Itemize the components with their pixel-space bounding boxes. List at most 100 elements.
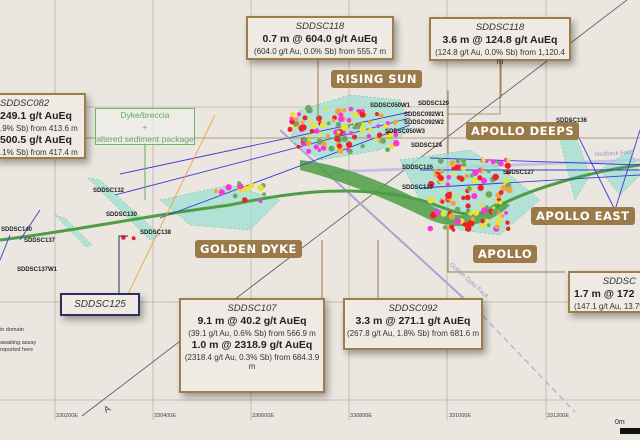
assay-point bbox=[496, 160, 500, 165]
intercept: 0.7 m @ 604.0 g/t AuEq bbox=[262, 33, 378, 45]
intercept: 3.6 m @ 124.8 g/t AuEq bbox=[442, 34, 558, 46]
assay-point bbox=[492, 173, 499, 181]
assay-point bbox=[225, 184, 232, 191]
assay-point bbox=[449, 224, 455, 230]
assay-point bbox=[505, 186, 513, 194]
assay-point bbox=[383, 123, 388, 129]
assay-point bbox=[479, 223, 484, 228]
assay-point bbox=[455, 159, 461, 164]
assay-point bbox=[455, 218, 461, 225]
assay-point bbox=[385, 147, 390, 153]
assay-point bbox=[469, 173, 474, 178]
assay-point bbox=[346, 117, 352, 123]
assay-point bbox=[465, 203, 471, 209]
hole-id: SDDSC082 bbox=[0, 98, 50, 109]
assay-point bbox=[448, 213, 455, 220]
intercept: 249.1 g/t AuEq bbox=[0, 110, 72, 122]
assay-point bbox=[460, 158, 467, 164]
assay-point bbox=[360, 144, 365, 149]
hole-id: SDDSC bbox=[602, 276, 636, 287]
assay-point bbox=[289, 116, 294, 121]
hole-id: SDDSC092 bbox=[388, 303, 438, 314]
callout-sddsc118-a: SDDSC118 0.7 m @ 604.0 g/t AuEq (604.0 g… bbox=[246, 16, 394, 60]
leader-line-sddsc125 bbox=[118, 235, 128, 293]
assay-point bbox=[485, 191, 493, 198]
assay-point bbox=[440, 210, 447, 217]
assay-point bbox=[477, 184, 484, 191]
note-line: + bbox=[142, 122, 148, 132]
drill-trace bbox=[614, 129, 640, 211]
intercept-detail: (147.1 g/t Au, 13.7% bbox=[574, 302, 640, 311]
assay-point bbox=[320, 145, 327, 151]
assay-points bbox=[121, 104, 513, 241]
assay-point bbox=[334, 135, 341, 142]
assay-point bbox=[470, 216, 476, 222]
assay-point bbox=[439, 169, 445, 174]
assay-point bbox=[338, 116, 345, 123]
assay-point bbox=[438, 175, 444, 181]
assay-point bbox=[465, 208, 471, 213]
hole-label: SDDSC137 bbox=[24, 238, 56, 244]
assay-point bbox=[342, 124, 349, 131]
assay-point bbox=[232, 193, 238, 199]
assay-point bbox=[318, 131, 323, 136]
assay-point bbox=[308, 119, 313, 124]
assay-point bbox=[500, 214, 505, 218]
legend-text: reported here bbox=[0, 347, 34, 353]
assay-point bbox=[505, 226, 511, 232]
assay-point bbox=[498, 190, 504, 195]
assay-point bbox=[359, 111, 366, 118]
assay-point bbox=[459, 176, 465, 182]
golden-dyke bbox=[0, 163, 640, 242]
assay-point bbox=[349, 130, 354, 135]
assay-point bbox=[427, 225, 434, 232]
callout-sddsc125: SDDSC125 bbox=[60, 293, 140, 316]
hole-label: SDDSC137W1 bbox=[17, 267, 58, 273]
rising-sun-outline bbox=[448, 60, 501, 115]
legend-text: awaiting assay bbox=[0, 340, 37, 346]
assay-point bbox=[449, 160, 456, 167]
drill-trace bbox=[419, 174, 640, 189]
hole-label: SDDSC050W3 bbox=[385, 129, 426, 135]
assay-point bbox=[316, 138, 323, 145]
hole-id: SDDSC118 bbox=[295, 21, 345, 32]
assay-point bbox=[237, 181, 242, 186]
assay-point bbox=[366, 133, 372, 139]
assay-point bbox=[368, 127, 373, 132]
assay-point bbox=[450, 200, 456, 207]
assay-point bbox=[341, 135, 348, 142]
assay-point bbox=[465, 214, 471, 221]
assay-point bbox=[243, 185, 250, 192]
assay-point bbox=[454, 164, 461, 171]
assay-point bbox=[326, 121, 331, 126]
assay-point bbox=[461, 195, 466, 201]
assay-point bbox=[464, 173, 469, 179]
callout-sddsc082: SDDSC082 249.1 g/t AuEq .9% Sb) from 413… bbox=[0, 93, 86, 159]
assay-point bbox=[257, 184, 264, 192]
assay-point bbox=[310, 122, 317, 129]
assay-point bbox=[494, 219, 502, 226]
assay-point bbox=[346, 147, 351, 152]
assay-point bbox=[355, 124, 361, 130]
scale-label: 0m bbox=[615, 419, 625, 426]
assay-point bbox=[300, 120, 305, 125]
assay-point bbox=[481, 207, 488, 214]
assay-point bbox=[380, 138, 387, 144]
legend-text: in domain bbox=[0, 327, 24, 333]
assay-point bbox=[505, 170, 510, 175]
assay-point bbox=[504, 162, 511, 169]
assay-point bbox=[337, 147, 344, 154]
intercept-detail: (604.0 g/t Au, 0.0% Sb) from 555.7 m bbox=[253, 47, 387, 56]
intercept: 500.5 g/t AuEq bbox=[0, 134, 72, 146]
assay-point bbox=[345, 141, 353, 148]
assay-point bbox=[213, 189, 219, 194]
assay-point bbox=[296, 112, 302, 117]
assay-point bbox=[352, 111, 359, 118]
hole-label: SDDSC050W1 bbox=[370, 103, 411, 109]
assay-point bbox=[326, 133, 330, 138]
drill-trace bbox=[19, 209, 41, 241]
assay-point bbox=[351, 134, 358, 140]
note-line: Dyke/breccia bbox=[120, 110, 170, 120]
dyke-breccia-note: Dyke/breccia + altered sediment package bbox=[95, 108, 195, 145]
easting-label: 331200E bbox=[547, 413, 570, 419]
